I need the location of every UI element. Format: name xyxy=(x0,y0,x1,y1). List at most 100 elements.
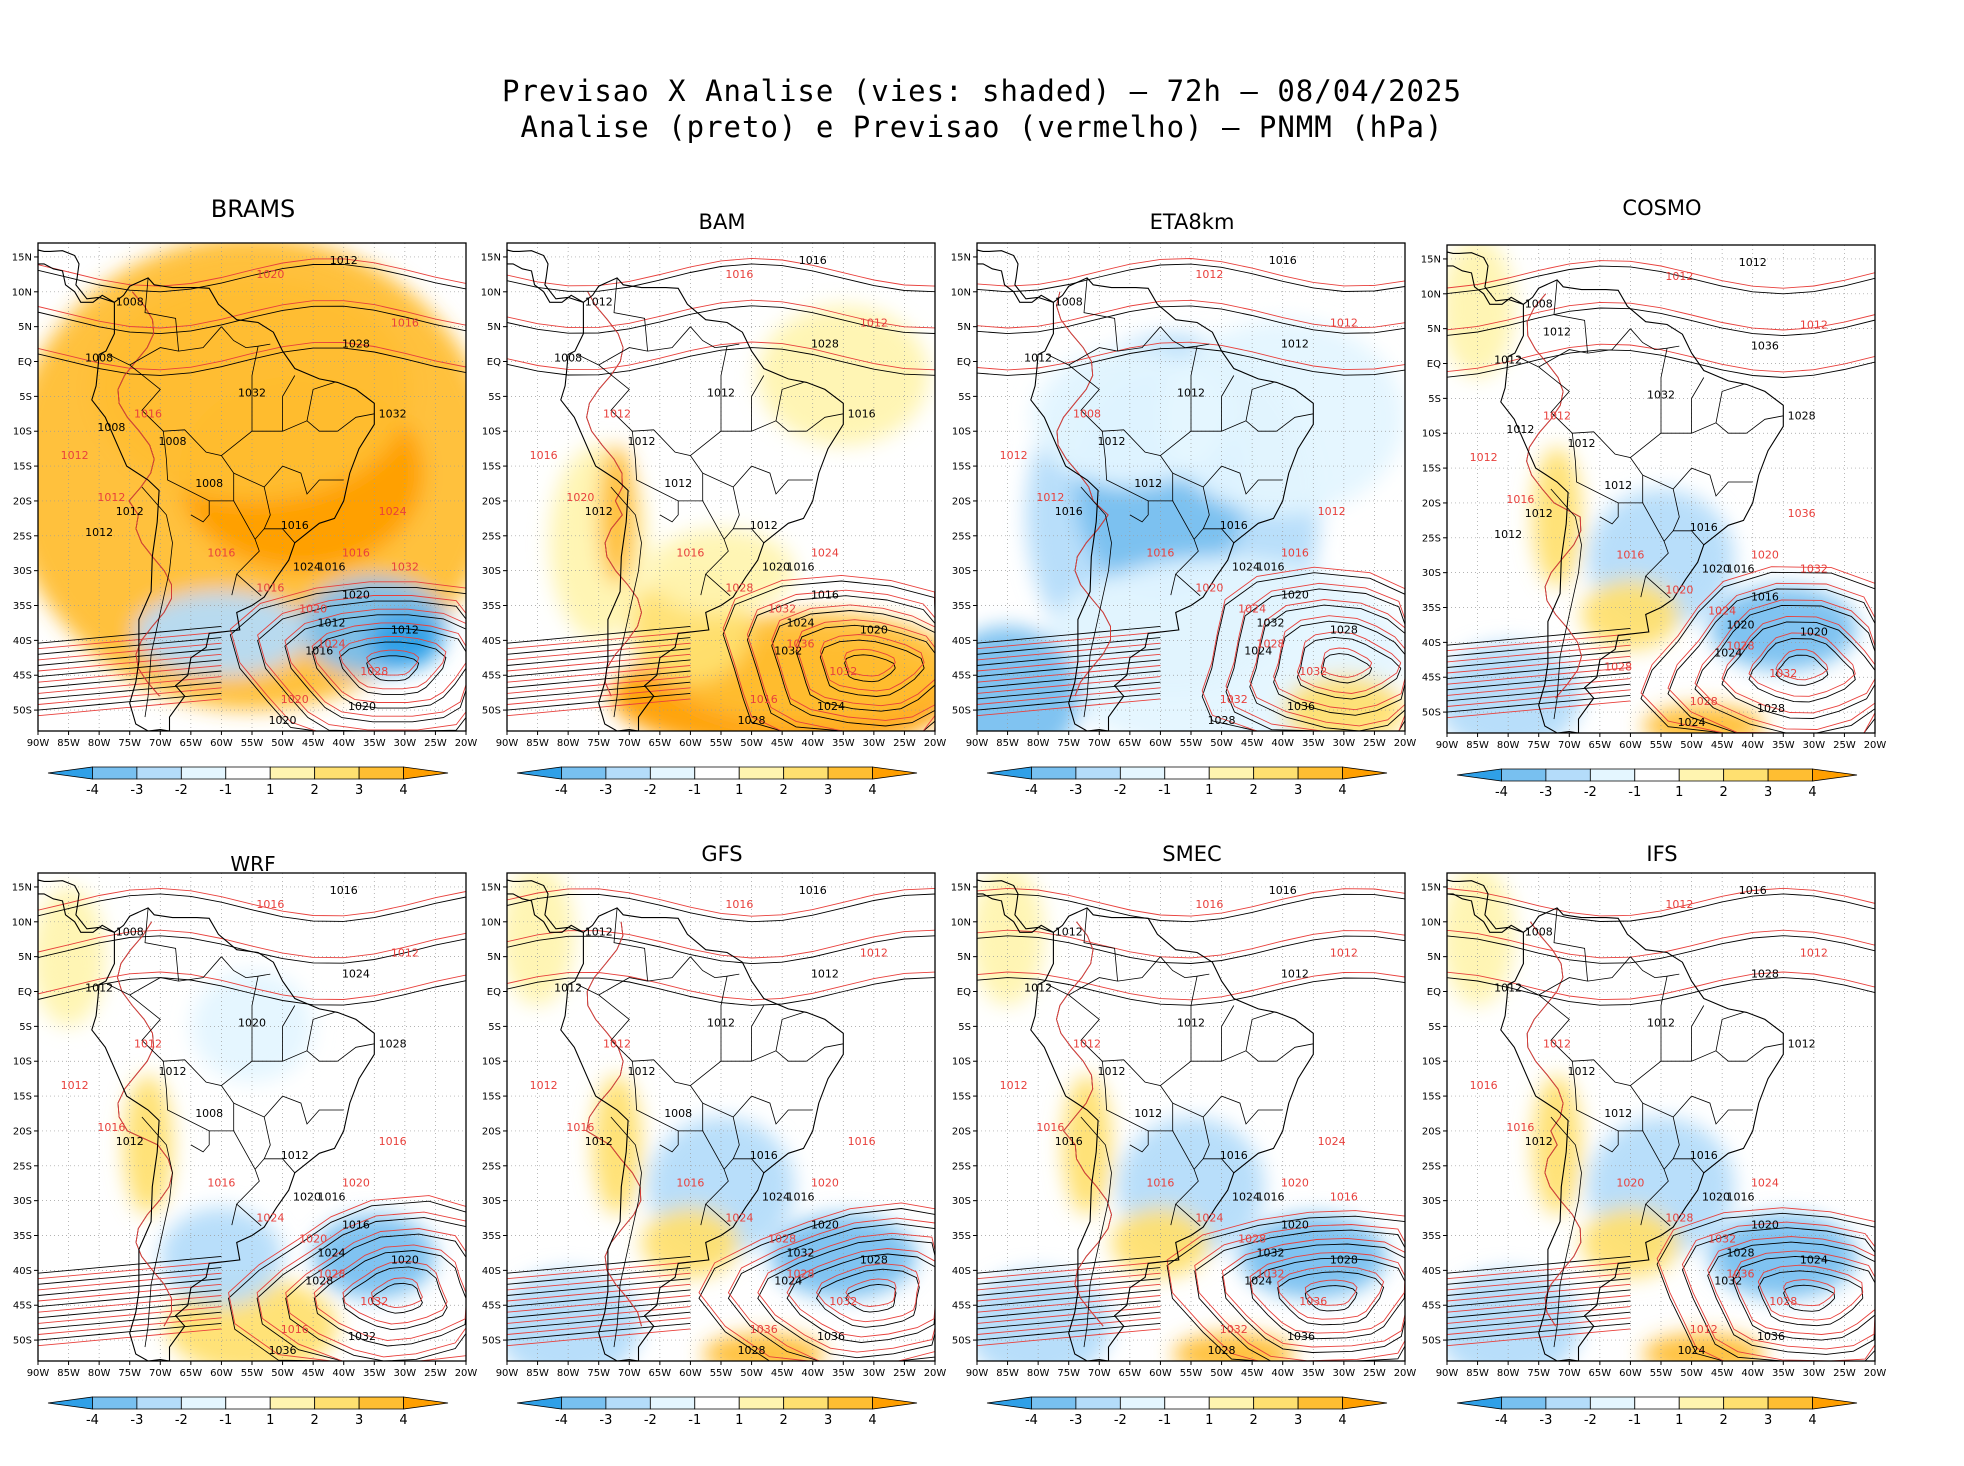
colorbar-swatch xyxy=(1075,1396,1121,1410)
analysis-isobar-label: 1012 xyxy=(585,926,613,939)
analysis-isobar-label: 1012 xyxy=(585,1135,613,1148)
forecast-isobar xyxy=(586,291,642,697)
panel-title-bam: BAM xyxy=(698,210,746,234)
lon-tick-label: 40W xyxy=(801,1368,824,1379)
analysis-isobar-label: 1024 xyxy=(762,1191,790,1204)
lat-tick-label: EQ xyxy=(18,357,32,368)
forecast-isobar xyxy=(757,1232,935,1353)
analysis-isobar-label: 1012 xyxy=(116,505,144,518)
lat-tick-label: 15S xyxy=(952,1092,971,1103)
colorbar-label: -1 xyxy=(219,1413,232,1428)
analysis-isobar xyxy=(1681,1227,1875,1361)
analysis-isobar-label: 1012 xyxy=(1281,338,1309,351)
analysis-isobar-label: 1028 xyxy=(860,1253,888,1266)
border-line xyxy=(254,528,296,544)
axes: 15N 10N 5N EQ 5S 10S 15S 20S 25S 30S 35S 40S 45S 50S 9… xyxy=(481,882,947,1379)
analysis-isobar-label: 1016 xyxy=(848,407,876,420)
analysis-isobar xyxy=(38,1289,222,1308)
analysis-isobar-label: 1020 xyxy=(391,1253,419,1266)
analysis-isobar-label: 1016 xyxy=(799,254,827,267)
forecast-isobar-label: 1032 xyxy=(360,1295,388,1308)
analysis-isobar xyxy=(311,627,466,709)
colorbar-swatch xyxy=(1119,1396,1166,1410)
analysis-isobar-label: 1012 xyxy=(585,505,613,518)
colorbar-swatch xyxy=(1456,1396,1502,1410)
lat-tick-label: 10N xyxy=(12,287,32,298)
border-line xyxy=(337,1043,375,1062)
lon-tick-label: 90W xyxy=(496,738,519,749)
analysis-isobar-label: 1028 xyxy=(342,338,370,351)
forecast-isobar-label: 1016 xyxy=(1616,549,1644,562)
forecast-isobar xyxy=(1304,1279,1358,1306)
analysis-isobar-label: 1032 xyxy=(774,644,802,657)
colorbar-swatch xyxy=(225,1396,271,1410)
lat-tick-label: 15N xyxy=(951,882,971,893)
analysis-isobar-label: 1012 xyxy=(1177,1016,1205,1029)
forecast-isobar-label: 1012 xyxy=(1800,319,1828,332)
colorbar-swatch xyxy=(1253,1396,1299,1410)
analysis-isobar xyxy=(507,1255,691,1274)
border-line xyxy=(577,984,599,996)
analysis-isobar xyxy=(257,600,466,731)
lon-tick-label: 75W xyxy=(118,1368,141,1379)
analysis-isobar xyxy=(1304,1285,1358,1312)
colorbar-label: -2 xyxy=(1114,1413,1127,1428)
border-line xyxy=(1630,956,1680,979)
forecast-isobar xyxy=(507,1295,691,1313)
border-line xyxy=(1047,354,1069,366)
analysis-isobar xyxy=(507,1300,691,1319)
analysis-isobar-label: 1016 xyxy=(750,1149,778,1162)
border-line xyxy=(613,907,648,982)
lat-tick-label: 15S xyxy=(952,462,971,473)
lat-tick-label: 5S xyxy=(958,392,971,403)
lon-tick-label: 65W xyxy=(649,738,672,749)
analysis-isobar xyxy=(1447,627,1631,646)
colorbar-swatch xyxy=(269,766,316,780)
analysis-isobar-label: 1028 xyxy=(1757,702,1785,715)
colorbar-swatch xyxy=(1678,1396,1725,1410)
analysis-isobar-label: 1008 xyxy=(116,296,144,309)
panel-title-eta8km: ETA8km xyxy=(1149,210,1235,234)
lon-tick-label: 65W xyxy=(1589,740,1612,751)
border-line xyxy=(1663,1158,1705,1174)
analysis-isobar-label: 1008 xyxy=(97,421,125,434)
lon-tick-label: 75W xyxy=(1057,1368,1080,1379)
forecast-isobar-label: 1016 xyxy=(342,547,370,560)
analysis-isobar xyxy=(977,893,1405,923)
border-line xyxy=(1172,472,1210,529)
analysis-isobar-label: 1012 xyxy=(1281,968,1309,981)
analysis-isobar xyxy=(1447,1278,1631,1296)
forecast-isobar-label: 1012 xyxy=(860,947,888,960)
analysis-isobar xyxy=(1447,1267,1631,1285)
border-line xyxy=(1068,994,1174,1131)
analysis-isobar-label: 1028 xyxy=(1330,623,1358,636)
forecast-isobar-label: 1032 xyxy=(1256,1267,1284,1280)
forecast-isobar-label: 1012 xyxy=(1318,505,1346,518)
lon-tick-label: 25W xyxy=(1833,1368,1856,1379)
lon-tick-label: 85W xyxy=(526,738,549,749)
forecast-isobar xyxy=(1757,1264,1864,1321)
analysis-isobar xyxy=(507,1311,691,1330)
analysis-isobar-label: 1020 xyxy=(342,589,370,602)
border-line xyxy=(1190,976,1198,1062)
bias-blob xyxy=(1062,1075,1112,1215)
forecast-isobar-label: 1024 xyxy=(1195,1212,1223,1225)
colorbar-label: -4 xyxy=(555,1413,568,1428)
forecast-isobar xyxy=(38,698,222,717)
forecast-isobar xyxy=(977,1317,1161,1335)
lon-tick-label: 30W xyxy=(1333,738,1356,749)
forecast-isobar xyxy=(38,1261,222,1280)
analysis-isobar xyxy=(1166,1215,1405,1361)
border-line xyxy=(1202,465,1283,495)
lat-tick-label: 5N xyxy=(487,322,501,333)
lon-tick-label: 90W xyxy=(966,1368,989,1379)
lat-tick-label: 40S xyxy=(952,1266,971,1277)
colorbar: -4 -3 -2 -1 1 2 3 4 xyxy=(47,766,449,798)
lat-tick-label: 15N xyxy=(481,882,501,893)
lat-tick-label: 10N xyxy=(1421,289,1441,300)
isobar-labels: 1016100810121012101210161016101610201024… xyxy=(1000,254,1358,727)
analysis-isobar xyxy=(507,659,691,678)
forecast-isobar-label: 1016 xyxy=(676,547,704,560)
analysis-isobar-label: 1016 xyxy=(342,1219,370,1232)
lon-tick-label: 85W xyxy=(996,1368,1019,1379)
